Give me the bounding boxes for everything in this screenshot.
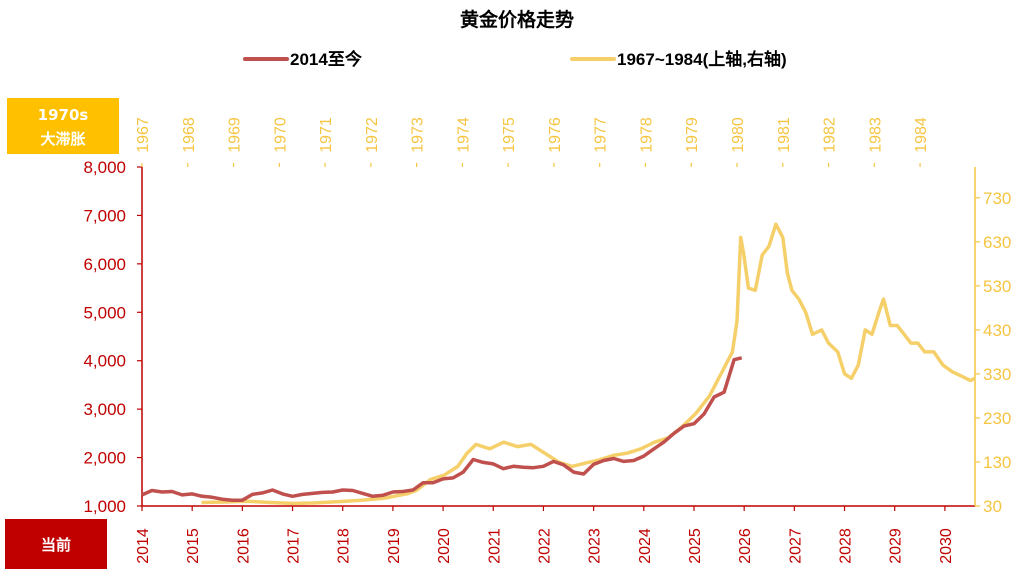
- left-tick-label: 7,000: [83, 206, 126, 225]
- left-tick-label: 8,000: [83, 158, 126, 177]
- badge-1970s-line2: 大滞胀: [40, 130, 85, 148]
- bottom-tick-label: 2016: [235, 528, 252, 564]
- right-tick-label: 430: [983, 321, 1011, 340]
- left-tick-label: 5,000: [83, 303, 126, 322]
- right-tick-label: 730: [983, 189, 1011, 208]
- left-axis-ticks: 1,000 2,000 3,000 4,000 5,000 6,000 7,000 8,000: [83, 158, 142, 516]
- bottom-tick-label: 2027: [787, 528, 804, 564]
- top-tick-label: 1973: [410, 117, 427, 153]
- legend-label-current: 2014至今: [290, 49, 362, 69]
- right-tick-label: 330: [983, 365, 1011, 384]
- bottom-tick-label: 2023: [587, 528, 604, 564]
- top-tick-label: 1974: [455, 117, 472, 153]
- bottom-tick-label: 2017: [286, 528, 303, 564]
- top-tick-label: 1978: [638, 117, 655, 153]
- top-tick-label: 1971: [318, 117, 335, 153]
- legend: 2014至今 1967~1984(上轴,右轴): [243, 49, 787, 69]
- bottom-tick-label: 2014: [135, 528, 152, 564]
- bottom-tick-label: 2030: [938, 528, 955, 564]
- right-tick-label: 30: [983, 497, 1002, 516]
- left-tick-label: 3,000: [83, 400, 126, 419]
- bottom-tick-label: 2025: [687, 528, 704, 564]
- bottom-tick-label: 2018: [336, 528, 353, 564]
- top-tick-label: 1976: [547, 117, 564, 153]
- right-axis-ticks: 30 130 230 330 430 530 630 730: [975, 189, 1011, 516]
- legend-label-1970s: 1967~1984(上轴,右轴): [617, 49, 787, 69]
- bottom-axis-ticks: 2014 2015 2016 2017 2018 2019 2020 2021 2022 2023…: [135, 506, 955, 564]
- badge-current: 当前: [5, 519, 107, 569]
- left-tick-label: 2,000: [83, 449, 126, 468]
- top-tick-label: 1970: [272, 117, 289, 153]
- top-tick-label: 1975: [501, 117, 518, 153]
- left-tick-label: 6,000: [83, 255, 126, 274]
- top-tick-label: 1968: [181, 117, 198, 153]
- chart-title: 黄金价格走势: [460, 8, 574, 31]
- bottom-tick-label: 2026: [737, 528, 754, 564]
- bottom-tick-label: 2029: [888, 528, 905, 564]
- top-tick-label: 1983: [867, 117, 884, 153]
- top-tick-label: 1984: [913, 117, 930, 153]
- top-tick-label: 1980: [730, 117, 747, 153]
- top-tick-label: 1977: [593, 117, 610, 153]
- bottom-tick-label: 2028: [838, 528, 855, 564]
- top-tick-label: 1967: [135, 117, 152, 153]
- left-tick-label: 1,000: [83, 497, 126, 516]
- top-tick-label: 1981: [776, 117, 793, 153]
- bottom-tick-label: 2015: [185, 528, 202, 564]
- badge-1970s-bg: [7, 98, 119, 154]
- bottom-tick-label: 2021: [486, 528, 503, 564]
- badge-current-bg: [5, 519, 107, 569]
- top-axis-ticks: 1967 1968 1969 1970 1971 1972 1973 1974 1975 1976…: [135, 117, 930, 167]
- right-tick-label: 530: [983, 277, 1011, 296]
- badge-1970s: 1970s 大滞胀: [7, 98, 119, 154]
- top-tick-label: 1979: [684, 117, 701, 153]
- bottom-tick-label: 2024: [637, 528, 654, 564]
- right-tick-label: 630: [983, 233, 1011, 252]
- bottom-tick-label: 2022: [536, 528, 553, 564]
- top-tick-label: 1972: [364, 117, 381, 153]
- badge-current-label: 当前: [41, 536, 71, 554]
- right-tick-label: 130: [983, 453, 1011, 472]
- badge-1970s-line1: 1970s: [38, 106, 89, 124]
- bottom-tick-label: 2020: [436, 528, 453, 564]
- right-tick-label: 230: [983, 409, 1011, 428]
- top-tick-label: 1982: [822, 117, 839, 153]
- series-line-current: [141, 356, 743, 502]
- series-line-1970s: [201, 222, 976, 506]
- left-tick-label: 4,000: [83, 352, 126, 371]
- bottom-tick-label: 2019: [386, 528, 403, 564]
- top-tick-label: 1969: [227, 117, 244, 153]
